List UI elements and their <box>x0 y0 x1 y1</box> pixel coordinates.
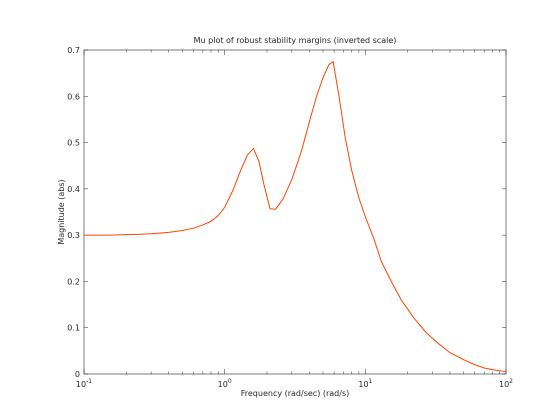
x-tick-label: 10-1 <box>76 378 92 389</box>
x-tick-exponent: 0 <box>228 378 232 385</box>
x-tick-label: 101 <box>358 378 372 389</box>
y-tick-label: 0.6 <box>67 92 80 101</box>
x-tick-exponent: -1 <box>86 378 92 385</box>
y-tick-label: 0.1 <box>67 324 80 333</box>
series-line <box>84 60 507 373</box>
x-tick-base: 10 <box>76 380 86 389</box>
x-tick-label: 100 <box>218 378 232 389</box>
x-tick-label: 102 <box>499 378 513 389</box>
y-tick-label: 0 <box>75 370 80 379</box>
x-axis-label: Frequency (rad/sec) (rad/s) <box>241 389 349 398</box>
x-tick-exponent: 2 <box>509 378 513 385</box>
y-tick-label: 0.3 <box>67 231 80 240</box>
chart-title: Mu plot of robust stability margins (inv… <box>194 36 397 45</box>
x-tick-exponent: 1 <box>369 378 373 385</box>
x-tick-base: 10 <box>499 380 509 389</box>
y-tick-label: 0.4 <box>67 185 80 194</box>
y-axis-label: Magnitude (abs) <box>57 179 66 244</box>
y-tick-label: 0.5 <box>67 139 80 148</box>
plot-area <box>83 49 507 375</box>
series-layer <box>84 60 507 373</box>
y-tick-label: 0.2 <box>67 277 80 286</box>
y-tick-label: 0.7 <box>67 46 80 55</box>
axes-box <box>83 49 507 375</box>
axis-ticks: 00.10.20.30.40.50.60.710-1 100 101 102 <box>67 46 513 389</box>
x-tick-base: 10 <box>218 380 228 389</box>
x-tick-base: 10 <box>358 380 368 389</box>
